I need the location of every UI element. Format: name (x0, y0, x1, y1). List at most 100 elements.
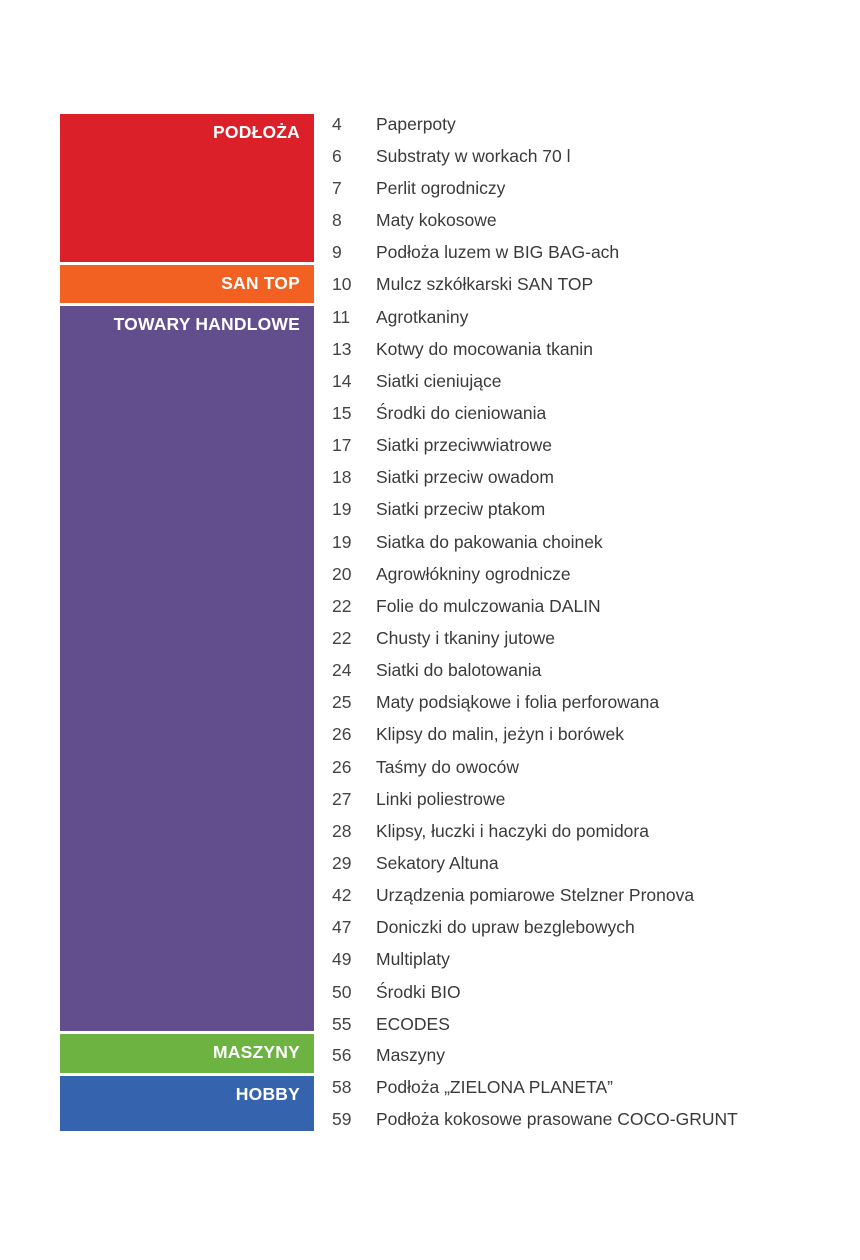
section-san-top: SAN TOP (60, 265, 314, 303)
toc-entry[interactable]: 11 Agrotkaniny (332, 304, 468, 330)
entry-page-number: 22 (332, 628, 352, 648)
entry-title: Mulcz szkółkarski SAN TOP (376, 274, 594, 294)
toc-entry[interactable]: 22 Chusty i tkaniny jutowe (332, 625, 555, 651)
toc-entry[interactable]: 26 Taśmy do owoców (332, 754, 519, 780)
toc-entry[interactable]: 8 Maty kokosowe (332, 207, 497, 233)
toc-entry[interactable]: 49 Multiplaty (332, 946, 450, 972)
entry-page-number: 19 (332, 532, 352, 552)
toc-entry[interactable]: 17 Siatki przeciwwiatrowe (332, 432, 552, 458)
entry-title: Linki poliestrowe (376, 789, 506, 809)
toc-entry[interactable]: 4 Paperpoty (332, 111, 456, 137)
entry-page-number: 26 (332, 724, 352, 744)
entry-page-number: 58 (332, 1077, 352, 1097)
entry-title: ECODES (376, 1014, 450, 1034)
entry-page-number: 55 (332, 1014, 352, 1034)
entry-page-number: 28 (332, 821, 352, 841)
entry-page-number: 47 (332, 917, 352, 937)
entry-page-number: 56 (332, 1045, 352, 1065)
entry-title: Siatki przeciw ptakom (376, 499, 546, 519)
entry-title: Multiplaty (376, 949, 450, 969)
entry-page-number: 22 (332, 596, 352, 616)
entry-title: Środki do cieniowania (376, 403, 547, 423)
entry-page-number: 11 (332, 307, 351, 327)
toc-entry[interactable]: 47 Doniczki do upraw bezglebowych (332, 914, 635, 940)
entry-page-number: 14 (332, 371, 352, 391)
entry-title: Folie do mulczowania DALIN (376, 596, 601, 616)
entry-page-number: 19 (332, 499, 352, 519)
entry-page-number: 8 (332, 210, 342, 230)
toc-entry[interactable]: 9 Podłoża luzem w BIG BAG-ach (332, 239, 619, 265)
entry-page-number: 10 (332, 274, 352, 294)
entry-page-number: 25 (332, 692, 352, 712)
entry-title: Siatki cieniujące (376, 371, 502, 391)
entry-title: Maty podsiąkowe i folia perforowana (376, 692, 660, 712)
section-hobby: HOBBY (60, 1076, 314, 1131)
entry-title: Paperpoty (376, 114, 456, 134)
entry-title: Podłoża kokosowe prasowane COCO-GRUNT (376, 1109, 738, 1129)
entry-page-number: 50 (332, 982, 352, 1002)
entry-page-number: 17 (332, 435, 352, 455)
toc-entry[interactable]: 58 Podłoża „ZIELONA PLANETA” (332, 1074, 613, 1100)
entry-page-number: 6 (332, 146, 342, 166)
toc-entry[interactable]: 15 Środki do cieniowania (332, 400, 546, 426)
toc-entry[interactable]: 6 Substraty w workach 70 l (332, 143, 571, 169)
entry-page-number: 49 (332, 949, 352, 969)
section-maszyny: MASZYNY (60, 1034, 314, 1073)
entry-title: Siatki do balotowania (376, 660, 542, 680)
toc-entry[interactable]: 25 Maty podsiąkowe i folia perforowana (332, 689, 659, 715)
entry-title: Sekatory Altuna (376, 853, 499, 873)
toc-entry[interactable]: 10 Mulcz szkółkarski SAN TOP (332, 271, 593, 297)
entry-title: Podłoża luzem w BIG BAG-ach (376, 242, 620, 262)
entry-title: Podłoża „ZIELONA PLANETA” (376, 1077, 613, 1097)
toc-entry[interactable]: 42 Urządzenia pomiarowe Stelzner Pronova (332, 882, 694, 908)
entry-title: Klipsy, łuczki i haczyki do pomidora (376, 821, 649, 841)
entry-page-number: 42 (332, 885, 352, 905)
entry-title: Siatki przeciwwiatrowe (376, 435, 553, 455)
entry-title: Substraty w workach 70 l (376, 146, 571, 166)
toc-entry[interactable]: 59 Podłoża kokosowe prasowane COCO-GRUNT (332, 1106, 738, 1132)
entry-title: Maszyny (376, 1045, 446, 1065)
entry-title: Siatka do pakowania choinek (376, 532, 603, 552)
entry-title: Taśmy do owoców (376, 757, 519, 777)
entry-page-number: 20 (332, 564, 352, 584)
entry-title: Perlit ogrodniczy (376, 178, 506, 198)
toc-entry[interactable]: 18 Siatki przeciw owadom (332, 464, 554, 490)
toc-entry[interactable]: 50 Środki BIO (332, 979, 461, 1005)
entry-page-number: 26 (332, 757, 352, 777)
section-towary-handlowe: TOWARY HANDLOWE (60, 306, 314, 1031)
entry-title: Siatki przeciw owadom (376, 467, 554, 487)
entry-title: Klipsy do malin, jeżyn i borówek (376, 724, 625, 744)
toc-entry[interactable]: 19 Siatki przeciw ptakom (332, 496, 545, 522)
toc-entry[interactable]: 19 Siatka do pakowania choinek (332, 529, 603, 555)
entry-page-number: 4 (332, 114, 342, 134)
entry-title: Agrotkaniny (376, 307, 469, 327)
toc-entry[interactable]: 20 Agrowłókniny ogrodnicze (332, 561, 571, 587)
entry-page-number: 27 (332, 789, 352, 809)
entry-title: Środki BIO (376, 982, 461, 1002)
toc-entry[interactable]: 55 ECODES (332, 1011, 450, 1037)
toc-entry[interactable]: 26 Klipsy do malin, jeżyn i borówek (332, 721, 624, 747)
toc-entry[interactable]: 13 Kotwy do mocowania tkanin (332, 336, 593, 362)
entry-title: Agrowłókniny ogrodnicze (376, 564, 571, 584)
section-podloza: PODŁOŻA (60, 114, 314, 262)
toc-entry[interactable]: 24 Siatki do balotowania (332, 657, 541, 683)
toc-entry[interactable]: 27 Linki poliestrowe (332, 786, 505, 812)
section-label: SAN TOP (221, 273, 300, 293)
entry-page-number: 24 (332, 660, 352, 680)
toc-entry[interactable]: 7 Perlit ogrodniczy (332, 175, 505, 201)
entry-page-number: 7 (332, 178, 342, 198)
section-label: TOWARY HANDLOWE (113, 314, 300, 334)
toc-entry[interactable]: 14 Siatki cieniujące (332, 368, 501, 394)
section-label: MASZYNY (213, 1042, 300, 1062)
entry-title: Doniczki do upraw bezglebowych (376, 917, 635, 937)
entry-page-number: 18 (332, 467, 352, 487)
toc-entry[interactable]: 22 Folie do mulczowania DALIN (332, 593, 601, 619)
entry-page-number: 29 (332, 853, 352, 873)
toc-entry[interactable]: 28 Klipsy, łuczki i haczyki do pomidora (332, 818, 649, 844)
section-label: HOBBY (235, 1084, 300, 1104)
entry-title: Chusty i tkaniny jutowe (376, 628, 555, 648)
entry-title: Maty kokosowe (376, 210, 497, 230)
toc-entry[interactable]: 56 Maszyny (332, 1042, 445, 1068)
toc-entry[interactable]: 29 Sekatory Altuna (332, 850, 499, 876)
section-label: PODŁOŻA (213, 122, 300, 142)
